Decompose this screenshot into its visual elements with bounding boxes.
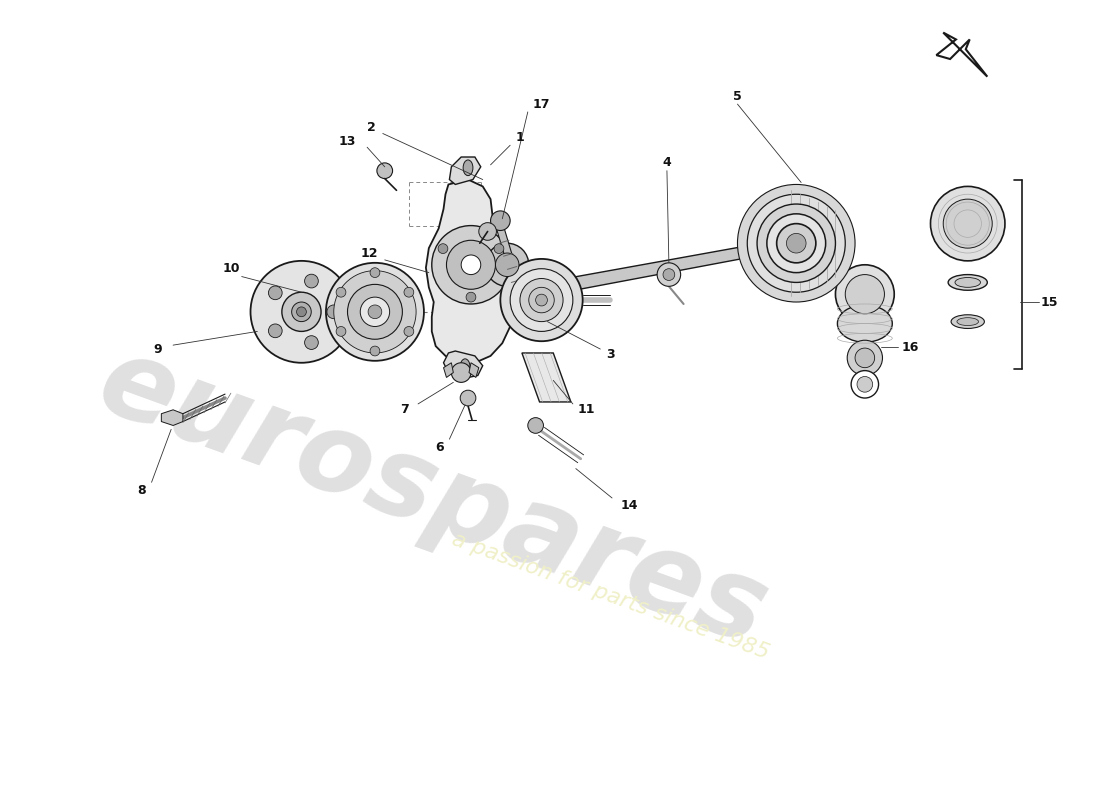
Circle shape [943, 199, 992, 248]
Circle shape [268, 324, 283, 338]
Circle shape [845, 274, 884, 314]
Circle shape [663, 269, 674, 281]
Circle shape [327, 305, 341, 318]
Circle shape [438, 244, 448, 254]
Circle shape [326, 263, 424, 361]
Circle shape [786, 234, 806, 253]
Circle shape [404, 287, 414, 297]
Text: 17: 17 [532, 98, 550, 110]
Text: 5: 5 [733, 90, 741, 102]
Circle shape [377, 163, 393, 178]
Ellipse shape [463, 160, 473, 176]
Polygon shape [469, 362, 478, 378]
Circle shape [528, 418, 543, 434]
Polygon shape [936, 33, 988, 77]
Text: 10: 10 [222, 262, 240, 275]
Circle shape [657, 263, 681, 286]
Circle shape [370, 346, 379, 356]
Circle shape [520, 278, 563, 322]
Circle shape [292, 302, 311, 322]
Polygon shape [426, 179, 510, 362]
Text: eurospares: eurospares [86, 327, 782, 668]
Circle shape [491, 211, 510, 230]
Circle shape [337, 287, 345, 297]
Polygon shape [521, 353, 571, 402]
Text: 2: 2 [366, 121, 375, 134]
Text: 12: 12 [361, 246, 377, 259]
Circle shape [305, 274, 318, 288]
Circle shape [297, 307, 307, 317]
Circle shape [305, 336, 318, 350]
Circle shape [857, 377, 872, 392]
Circle shape [360, 297, 389, 326]
Ellipse shape [460, 359, 470, 374]
Text: 15: 15 [1041, 295, 1058, 309]
Circle shape [370, 268, 379, 278]
Circle shape [851, 370, 879, 398]
Circle shape [510, 269, 573, 331]
Ellipse shape [955, 278, 980, 287]
Circle shape [757, 204, 836, 282]
Text: a passion for parts since 1985: a passion for parts since 1985 [449, 529, 771, 663]
Circle shape [466, 292, 476, 302]
Circle shape [931, 186, 1005, 261]
Circle shape [495, 253, 519, 277]
Polygon shape [496, 229, 524, 294]
Circle shape [747, 194, 845, 292]
Circle shape [460, 390, 476, 406]
Circle shape [494, 244, 504, 254]
Ellipse shape [837, 305, 892, 342]
Polygon shape [162, 410, 183, 426]
Text: 4: 4 [662, 156, 671, 170]
Circle shape [486, 243, 529, 286]
Circle shape [282, 292, 321, 331]
Text: 14: 14 [620, 499, 638, 512]
Polygon shape [443, 351, 483, 378]
Circle shape [268, 286, 283, 300]
Text: 13: 13 [339, 135, 356, 148]
Text: 6: 6 [436, 441, 444, 454]
Circle shape [251, 261, 352, 362]
Circle shape [404, 326, 414, 336]
Text: 16: 16 [901, 341, 918, 354]
Circle shape [348, 284, 403, 339]
Circle shape [536, 294, 548, 306]
Polygon shape [443, 362, 453, 378]
Ellipse shape [948, 274, 988, 290]
Circle shape [737, 185, 855, 302]
Text: 1: 1 [516, 131, 525, 144]
Text: 7: 7 [400, 403, 409, 416]
Circle shape [836, 265, 894, 323]
Circle shape [368, 305, 382, 318]
Circle shape [529, 287, 554, 313]
Circle shape [478, 222, 496, 240]
Circle shape [855, 348, 875, 368]
Circle shape [432, 226, 510, 304]
Text: 8: 8 [138, 484, 146, 497]
Circle shape [777, 224, 816, 263]
Polygon shape [517, 242, 767, 301]
Polygon shape [450, 157, 481, 185]
Text: 3: 3 [606, 349, 615, 362]
Text: 9: 9 [153, 342, 162, 355]
Ellipse shape [952, 314, 984, 329]
Circle shape [767, 214, 826, 273]
Circle shape [461, 255, 481, 274]
Ellipse shape [957, 318, 979, 326]
Circle shape [333, 270, 416, 353]
Circle shape [451, 362, 471, 382]
Circle shape [500, 259, 583, 342]
Circle shape [847, 340, 882, 375]
Text: 11: 11 [578, 403, 595, 416]
Circle shape [447, 240, 495, 290]
Circle shape [337, 326, 345, 336]
